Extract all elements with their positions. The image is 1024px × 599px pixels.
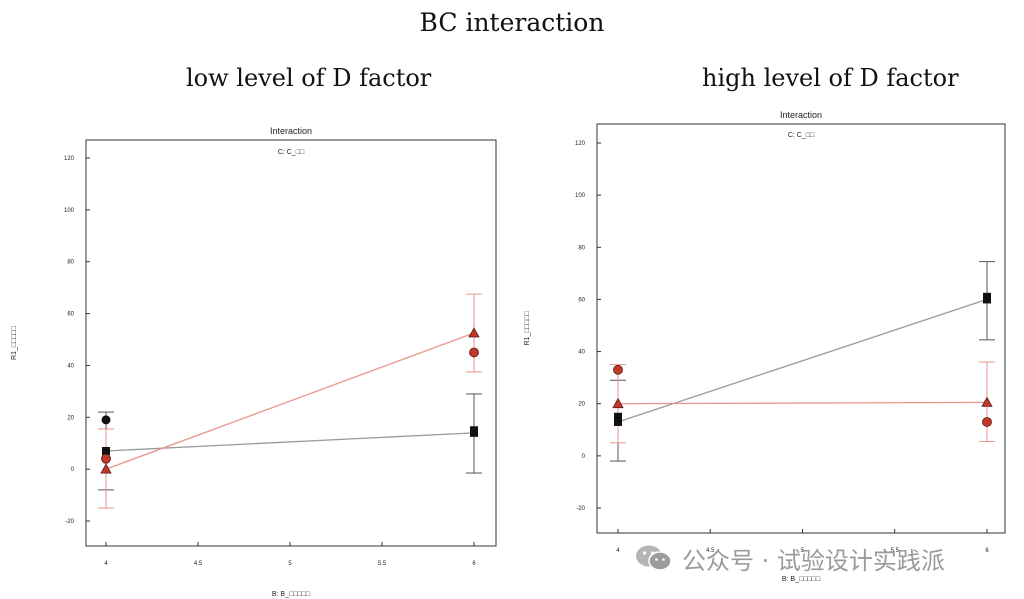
y-axis-label: R1_□□□□□: [11, 325, 18, 360]
black-point-square: [614, 417, 622, 426]
y-tick-label: 60: [578, 297, 585, 303]
watermark: 公众号 · 试验设计实践派: [634, 540, 945, 576]
black-point-square: [102, 446, 110, 455]
left-panel-heading: low level of D factor: [186, 64, 432, 92]
y-tick-label: 60: [67, 312, 74, 318]
y-tick-label: 100: [64, 208, 75, 214]
chart-title: Interaction: [270, 126, 312, 136]
red-point-triangle: [612, 397, 624, 409]
page-title: BC interaction: [419, 8, 605, 37]
y-tick-label: 0: [582, 454, 586, 460]
red-point-circle: [101, 453, 111, 464]
y-tick-label: 80: [578, 245, 585, 251]
chart-subtitle: C: C_□□: [788, 132, 815, 139]
chart-subtitle: C: C_□□: [278, 149, 305, 156]
plot-frame: [85, 139, 497, 547]
wechat-logo-icon: [636, 545, 672, 571]
red-point-circle: [982, 417, 992, 427]
y-axis-label: R1_□□□□□: [524, 311, 531, 346]
red-point-triangle: [981, 396, 993, 407]
x-tick-label: 5: [288, 561, 292, 567]
y-tick-label: 0: [71, 467, 75, 473]
y-tick-label: 40: [578, 350, 585, 356]
x-tick-label: 4.5: [194, 561, 203, 567]
y-tick-label: 20: [67, 415, 74, 421]
chart-title: Interaction: [780, 110, 822, 120]
black-point-circle: [101, 415, 111, 425]
chart-panel-high-d: Interaction C: C_□□ B: B_□□□□□ R1_□□□□□ -20 0…: [524, 110, 1006, 583]
y-tick-label: -20: [576, 506, 585, 512]
x-tick-label: 5.5: [378, 561, 387, 567]
red-series-line: [105, 332, 475, 470]
chart-panel-low-d: Interaction C: C_□□ B: B_□□□□□ R1_□□□□□ -20 0…: [11, 126, 497, 598]
y-tick-label: 40: [67, 363, 74, 369]
black-point-square: [470, 428, 478, 437]
red-point-circle: [469, 347, 479, 358]
x-tick-label: 4: [616, 548, 620, 554]
x-tick-label: 5: [801, 548, 805, 554]
y-tick-label: 120: [64, 156, 75, 162]
y-tick-label: -20: [65, 519, 74, 525]
black-point-square: [983, 295, 991, 304]
black-series-line: [105, 432, 475, 452]
x-tick-label: 4.5: [706, 548, 715, 554]
black-point-square: [614, 412, 622, 421]
x-axis-label: B: B_□□□□□: [782, 576, 821, 583]
y-tick-label: 120: [575, 141, 586, 147]
y-tick-label: 20: [578, 402, 585, 408]
black-series-line: [617, 298, 988, 423]
red-point-circle: [613, 364, 623, 375]
y-tick-label: 100: [575, 193, 586, 199]
x-tick-label: 6: [985, 548, 989, 554]
red-point-triangle: [100, 463, 112, 474]
plot-frame: [596, 123, 1006, 534]
x-tick-label: 6: [472, 561, 476, 567]
red-point-triangle: [468, 327, 480, 338]
red-series-line: [617, 401, 988, 405]
right-panel-heading: high level of D factor: [702, 64, 959, 92]
y-tick-label: 80: [67, 260, 74, 266]
x-tick-label: 5.5: [891, 548, 900, 554]
x-axis-label: B: B_□□□□□: [272, 591, 311, 598]
x-tick-label: 4: [104, 561, 108, 567]
watermark-text: 公众号 · 试验设计实践派: [682, 546, 945, 575]
